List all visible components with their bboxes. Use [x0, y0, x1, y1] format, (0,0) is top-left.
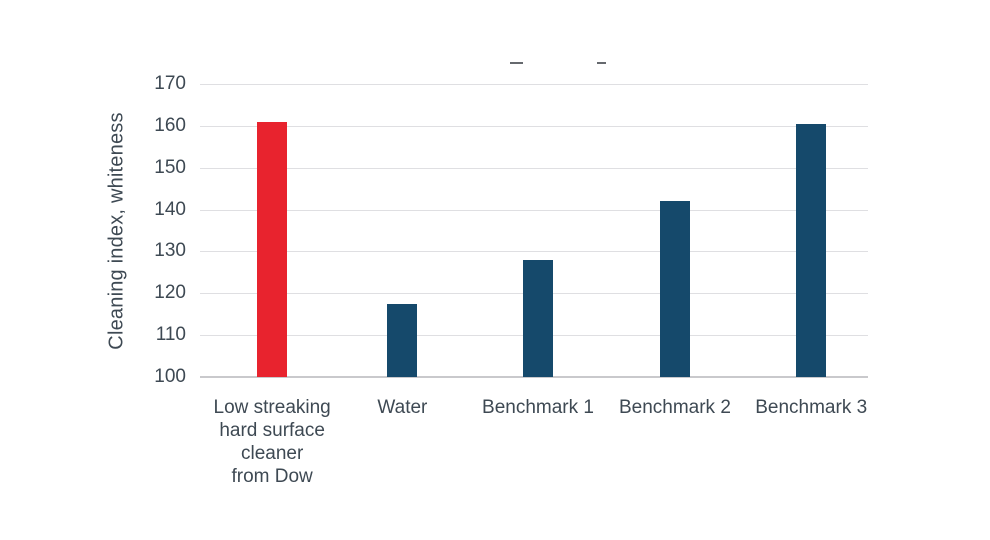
y-axis-title: Cleaning index, whiteness [105, 112, 128, 350]
y-tick-label-120: 120 [154, 282, 186, 304]
y-tick-label-170: 170 [154, 73, 186, 94]
bar-benchmark-3 [796, 123, 827, 377]
plot-area [200, 84, 868, 378]
y-tick-label-100: 100 [154, 366, 186, 387]
x-label-benchmark-1: Benchmark 1 [482, 397, 594, 418]
gridline-170 [200, 84, 868, 85]
x-label-low-streaking-hard-surface-cleaner-from-dow: Low streaking hard surface cleaner from … [213, 397, 331, 487]
gridline-100 [200, 376, 868, 378]
bar-water [387, 303, 418, 377]
bar-benchmark-1 [523, 259, 553, 377]
x-label-water: Water [377, 397, 428, 418]
x-label-benchmark-2: Benchmark 2 [618, 397, 731, 418]
y-tick-label-140: 140 [154, 198, 186, 220]
x-label-benchmark-3: Benchmark 3 [755, 397, 868, 418]
cropped-title-fragment [597, 62, 606, 64]
gridline-160 [200, 125, 868, 127]
gridline-150 [200, 167, 868, 169]
cropped-title-fragment [510, 62, 523, 64]
y-tick-label-130: 130 [154, 240, 186, 262]
y-tick-label-150: 150 [154, 156, 186, 178]
bar-low-streaking-hard-surface-cleaner-from-dow [257, 121, 288, 377]
bar-benchmark-2 [659, 201, 690, 377]
gridline-140 [200, 209, 868, 211]
gridline-130 [200, 251, 868, 253]
y-tick-label-110: 110 [155, 324, 186, 346]
y-tick-label-160: 160 [154, 114, 186, 136]
